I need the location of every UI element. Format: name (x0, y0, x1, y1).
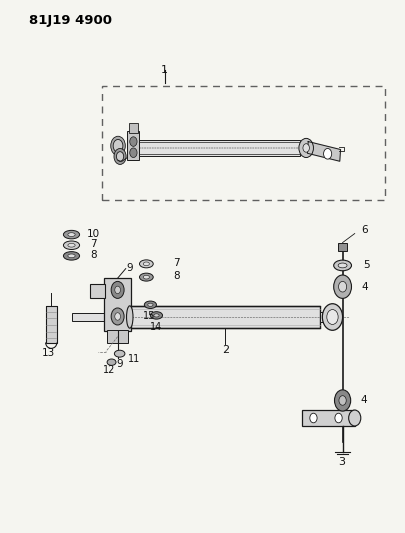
Text: 15: 15 (143, 311, 156, 321)
Text: 6: 6 (360, 225, 367, 236)
Text: 7: 7 (173, 258, 179, 268)
Polygon shape (307, 142, 340, 161)
Ellipse shape (68, 244, 75, 247)
Circle shape (111, 281, 124, 298)
Circle shape (338, 395, 345, 405)
Bar (127, 131, 139, 160)
Bar (128, 123, 138, 133)
Ellipse shape (337, 263, 346, 268)
Circle shape (323, 149, 331, 159)
Circle shape (130, 148, 137, 158)
Ellipse shape (144, 301, 156, 309)
Bar (337, 243, 347, 251)
Ellipse shape (63, 230, 79, 239)
Ellipse shape (143, 275, 149, 279)
Circle shape (334, 413, 341, 423)
Text: 10: 10 (87, 229, 100, 239)
Text: 81J19 4900: 81J19 4900 (29, 14, 112, 27)
Circle shape (302, 144, 309, 152)
Circle shape (116, 152, 124, 161)
Circle shape (333, 275, 351, 298)
Circle shape (111, 308, 124, 325)
Circle shape (326, 310, 337, 325)
Circle shape (309, 413, 316, 423)
Text: 1: 1 (161, 65, 168, 75)
Ellipse shape (114, 350, 125, 357)
Circle shape (334, 390, 350, 411)
Circle shape (114, 149, 126, 165)
Text: 2: 2 (221, 345, 228, 356)
Ellipse shape (153, 314, 159, 317)
Bar (102, 86, 384, 200)
Ellipse shape (68, 233, 75, 237)
Text: 8: 8 (173, 271, 179, 281)
Text: 3: 3 (337, 457, 344, 467)
Text: 9: 9 (126, 263, 133, 272)
Bar (320, 312, 327, 322)
Text: 13: 13 (41, 348, 55, 358)
Circle shape (322, 304, 342, 330)
Text: 14: 14 (149, 322, 161, 332)
Text: 4: 4 (360, 282, 367, 292)
Bar (104, 278, 131, 332)
Circle shape (115, 313, 120, 320)
Bar (301, 410, 354, 426)
Bar (45, 306, 57, 343)
Text: 4: 4 (360, 395, 367, 406)
Text: 7: 7 (90, 239, 97, 249)
Ellipse shape (150, 312, 162, 319)
Ellipse shape (107, 359, 116, 366)
Bar (90, 284, 105, 298)
Text: 9: 9 (116, 359, 123, 369)
Bar (107, 330, 128, 343)
Ellipse shape (333, 260, 351, 271)
Circle shape (338, 281, 346, 292)
Circle shape (113, 140, 123, 152)
Ellipse shape (63, 241, 79, 249)
Text: 12: 12 (103, 365, 115, 375)
Text: 5: 5 (362, 261, 369, 270)
Ellipse shape (139, 273, 153, 281)
Circle shape (130, 137, 137, 147)
Ellipse shape (126, 306, 133, 328)
Ellipse shape (143, 262, 149, 266)
Circle shape (115, 286, 120, 294)
Bar (71, 313, 126, 321)
Ellipse shape (348, 410, 360, 426)
Text: 8: 8 (90, 250, 97, 260)
Ellipse shape (63, 252, 79, 260)
Circle shape (111, 136, 125, 156)
Ellipse shape (139, 260, 153, 268)
Bar (139, 140, 299, 156)
Ellipse shape (147, 303, 153, 306)
Circle shape (298, 139, 313, 158)
Text: 11: 11 (127, 354, 140, 364)
Bar (128, 306, 320, 328)
Ellipse shape (68, 254, 75, 258)
